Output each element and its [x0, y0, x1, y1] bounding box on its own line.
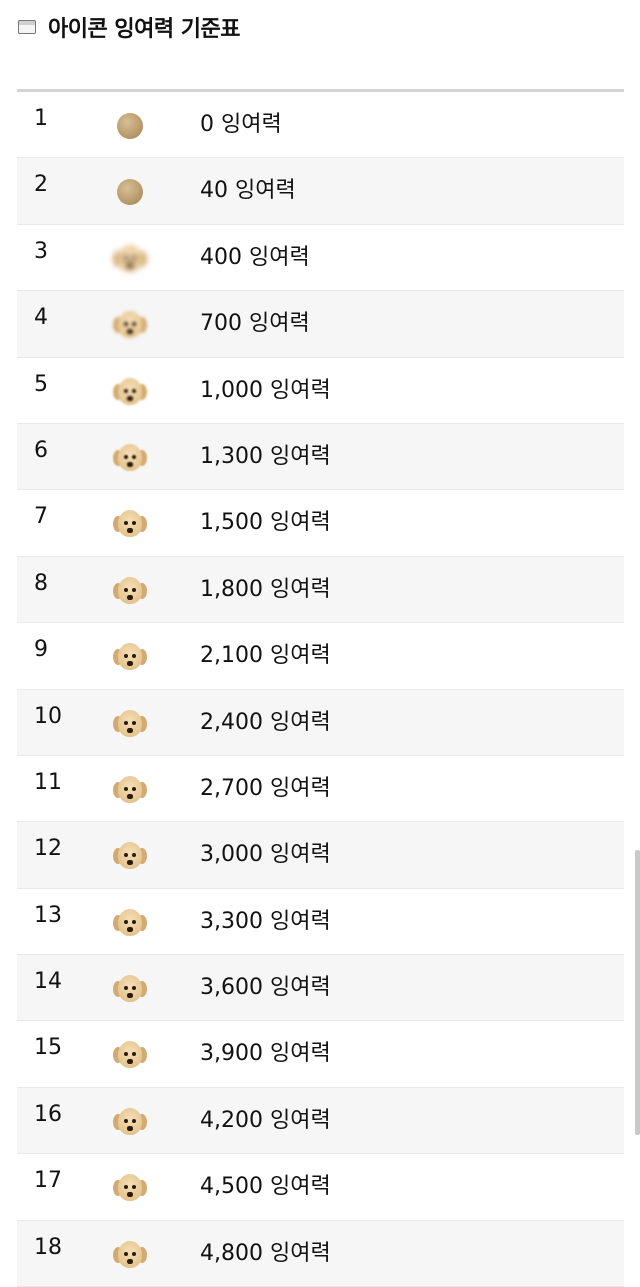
puppy-face-icon [113, 1240, 147, 1270]
level-number: 8 [34, 570, 48, 596]
table-row: 3 400 잉여력 [17, 225, 624, 292]
table-row: 11 2,700 잉여력 [17, 756, 624, 823]
level-threshold: 3,000 잉여력 [200, 842, 331, 868]
level-number: 18 [34, 1234, 62, 1260]
page-title: 아이콘 잉여력 기준표 [48, 17, 240, 42]
level-threshold: 1,000 잉여력 [200, 377, 331, 403]
table-row: 5 1,000 잉여력 [17, 358, 624, 424]
level-number: 4 [34, 305, 48, 331]
puppy-face-icon [113, 1040, 147, 1070]
ball-icon [117, 113, 143, 139]
table-row: 15 3,900 잉여력 [17, 1021, 624, 1088]
puppy-face-icon [113, 841, 147, 871]
level-threshold: 4,500 잉여력 [200, 1174, 331, 1200]
puppy-face-icon [113, 576, 147, 606]
level-number: 10 [34, 703, 62, 729]
level-icon [110, 640, 150, 674]
level-threshold: 3,300 잉여력 [200, 908, 331, 934]
level-number: 16 [34, 1101, 62, 1127]
level-icon [110, 308, 150, 342]
puppy-face-icon [113, 443, 147, 473]
table-row: 18 4,800 잉여력 [17, 1220, 624, 1287]
puppy-face-icon [113, 509, 147, 539]
level-threshold: 1,300 잉여력 [200, 443, 331, 469]
level-icon [110, 906, 150, 940]
level-icon [110, 109, 150, 143]
level-number: 1 [34, 106, 48, 131]
scrollbar[interactable] [635, 850, 640, 1135]
level-icon [110, 375, 150, 409]
puppy-face-icon [113, 642, 147, 672]
table-row: 8 1,800 잉여력 [17, 556, 624, 624]
level-number: 17 [34, 1168, 62, 1194]
level-threshold: 40 잉여력 [200, 178, 296, 204]
level-threshold: 2,400 잉여력 [200, 709, 331, 735]
level-icon [110, 707, 150, 741]
table-row: 9 2,100 잉여력 [17, 623, 624, 690]
level-icon [110, 242, 150, 276]
level-threshold: 3,600 잉여력 [200, 975, 331, 1001]
puppy-face-icon [113, 775, 147, 805]
level-icon [110, 507, 150, 541]
level-threshold: 700 잉여력 [200, 311, 310, 337]
level-threshold: 3,900 잉여력 [200, 1041, 331, 1067]
table-row: 4 700 잉여력 [17, 291, 624, 358]
puppy-face-icon [113, 244, 147, 274]
table-row: 12 3,000 잉여력 [17, 822, 624, 889]
level-number: 7 [34, 504, 48, 530]
level-icon [110, 1105, 150, 1139]
level-number: 13 [34, 902, 62, 928]
table-row: 7 1,500 잉여력 [17, 490, 624, 557]
level-icon [110, 1171, 150, 1205]
level-threshold: 0 잉여력 [200, 112, 282, 137]
icon-level-table: 1 0 잉여력 2 40 잉여력 3 400 잉여력 4 700 잉여력 5 1,000 잉여력 6… [17, 89, 624, 1287]
table-row: 1 0 잉여력 [17, 92, 624, 159]
level-threshold: 1,500 잉여력 [200, 510, 331, 536]
level-threshold: 2,100 잉여력 [200, 643, 331, 669]
level-threshold: 4,800 잉여력 [200, 1240, 331, 1266]
puppy-face-icon [113, 908, 147, 938]
level-icon [110, 839, 150, 873]
level-threshold: 4,200 잉여력 [200, 1107, 331, 1133]
level-number: 12 [34, 836, 62, 862]
level-threshold: 1,800 잉여력 [200, 576, 331, 602]
puppy-face-icon [113, 974, 147, 1004]
window-icon [18, 20, 36, 34]
puppy-face-icon [113, 709, 147, 739]
level-icon [110, 1038, 150, 1072]
ball-icon [117, 179, 143, 206]
table-row: 10 2,400 잉여력 [17, 689, 624, 756]
level-icon [110, 972, 150, 1006]
level-threshold: 2,700 잉여력 [200, 775, 331, 801]
table-row: 17 4,500 잉여력 [17, 1154, 624, 1221]
table-row: 2 40 잉여력 [17, 158, 624, 225]
level-number: 5 [34, 371, 48, 397]
page-header: 아이콘 잉여력 기준표 [18, 12, 240, 42]
table-row: 14 3,600 잉여력 [17, 955, 624, 1022]
level-number: 6 [34, 437, 48, 463]
level-icon [110, 773, 150, 807]
table-row: 16 4,200 잉여력 [17, 1087, 624, 1155]
level-icon [110, 1238, 150, 1272]
puppy-face-icon [113, 310, 147, 340]
level-threshold: 400 잉여력 [200, 244, 310, 270]
level-number: 15 [34, 1035, 62, 1061]
level-icon [110, 175, 150, 209]
level-number: 11 [34, 769, 62, 795]
level-number: 14 [34, 969, 62, 995]
level-number: 3 [34, 238, 48, 264]
puppy-face-icon [113, 377, 147, 407]
level-icon [110, 574, 150, 608]
level-number: 9 [34, 637, 48, 663]
puppy-face-icon [113, 1107, 147, 1137]
table-row: 6 1,300 잉여력 [17, 423, 624, 491]
level-icon [110, 441, 150, 475]
puppy-face-icon [113, 1173, 147, 1203]
level-number: 2 [34, 172, 48, 198]
table-row: 13 3,300 잉여력 [17, 889, 624, 956]
